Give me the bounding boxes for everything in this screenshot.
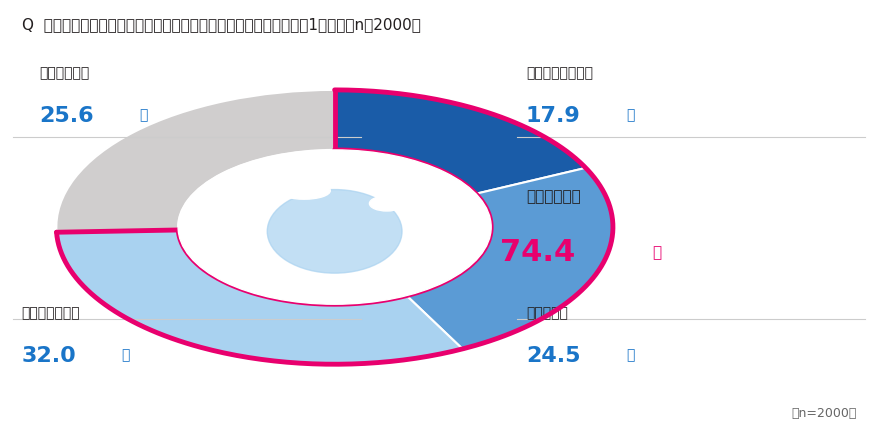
Wedge shape <box>406 168 612 349</box>
Ellipse shape <box>369 196 403 211</box>
Ellipse shape <box>267 190 402 273</box>
Text: 感じている: 感じている <box>525 306 567 320</box>
Text: ％: ％ <box>121 349 130 363</box>
Text: ％: ％ <box>625 109 633 123</box>
Ellipse shape <box>278 182 330 199</box>
Text: 24.5: 24.5 <box>525 346 580 366</box>
Circle shape <box>178 150 490 304</box>
Text: 感じている計: 感じている計 <box>525 190 580 205</box>
Wedge shape <box>56 90 334 232</box>
Text: 17.9: 17.9 <box>525 106 580 125</box>
Text: ％: ％ <box>625 349 633 363</box>
Wedge shape <box>56 230 462 364</box>
Text: Q  あなたは、現在ストレスをどの程度感じていますか。（お答えは1つ）　（n＝2000）: Q あなたは、現在ストレスをどの程度感じていますか。（お答えは1つ） （n＝20… <box>22 17 420 32</box>
Text: 32.0: 32.0 <box>22 346 76 366</box>
Text: ％: ％ <box>139 109 147 123</box>
Wedge shape <box>334 90 585 194</box>
Text: ％: ％ <box>652 245 660 260</box>
Text: （n=2000）: （n=2000） <box>790 407 855 420</box>
Text: 感じていない: 感じていない <box>39 66 89 80</box>
Text: 25.6: 25.6 <box>39 106 94 125</box>
Text: やや感じている: やや感じている <box>22 306 80 320</box>
Text: 74.4: 74.4 <box>499 238 574 267</box>
Text: とても感じている: とても感じている <box>525 66 592 80</box>
